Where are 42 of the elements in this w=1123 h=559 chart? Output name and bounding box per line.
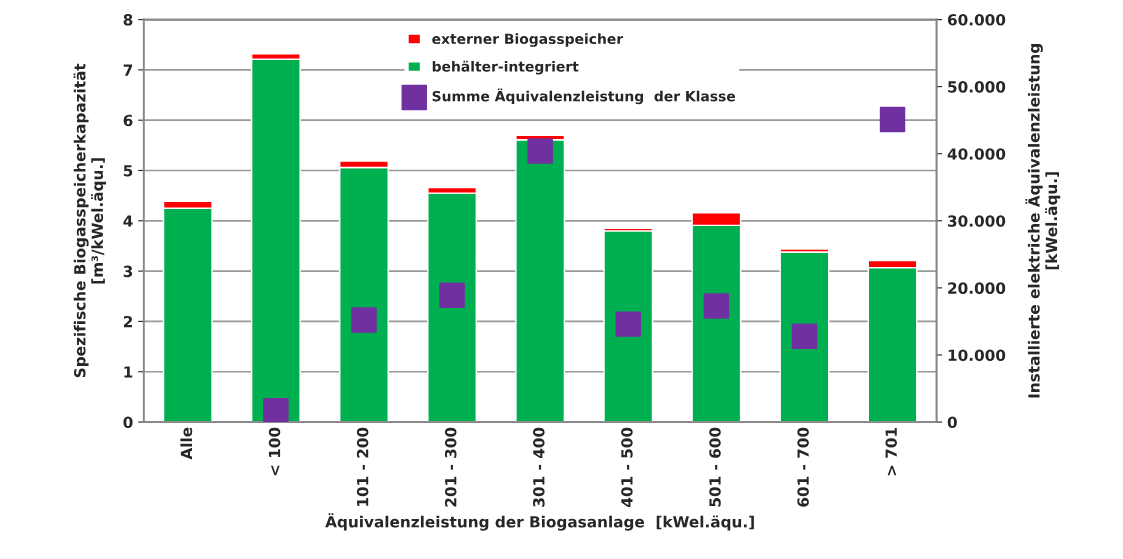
legend-label: externer Biogasspeicher bbox=[432, 33, 624, 47]
y2-tick-label: 40.000 bbox=[947, 148, 1006, 160]
bar bbox=[779, 251, 830, 423]
y-axis-title: Spezifische Biogasspeicherkapazität [m³/kWel.äqu.] bbox=[73, 63, 107, 378]
point bbox=[527, 138, 553, 164]
y2-tick-label: 30.000 bbox=[948, 215, 1006, 227]
x-tick-label: 401 - 500 bbox=[621, 427, 633, 507]
point bbox=[879, 106, 906, 133]
bar bbox=[603, 230, 654, 423]
legend-label: behälter-integriert bbox=[432, 60, 579, 75]
legend-label: Summe Äquivalenzleistung der Klasse bbox=[432, 88, 736, 105]
y2-tick-label: 10.000 bbox=[948, 349, 1006, 361]
x-tick-label: 501 - 600 bbox=[709, 427, 721, 507]
point bbox=[351, 307, 377, 333]
x-tick-label: 201 - 300 bbox=[444, 427, 457, 507]
y-tick-label: 3 bbox=[123, 265, 133, 278]
x-tick-label: > 701 bbox=[885, 427, 897, 476]
point bbox=[703, 293, 730, 319]
y-tick-label: 6 bbox=[123, 114, 133, 127]
bar bbox=[515, 139, 566, 423]
y2-tick-label: 60.000 bbox=[947, 14, 1006, 26]
x-tick-label: < 100 bbox=[268, 427, 281, 476]
y-tick-label: 1 bbox=[124, 366, 133, 378]
point bbox=[615, 311, 641, 337]
y-tick-label: 5 bbox=[123, 165, 133, 177]
point bbox=[439, 282, 465, 308]
y-tick-label: 2 bbox=[123, 315, 132, 328]
x-tick-label: 301 - 400 bbox=[533, 427, 545, 507]
y2-tick-label: 0 bbox=[947, 416, 957, 429]
x-tick-label: 101 - 200 bbox=[356, 427, 369, 506]
x-tick-label: 601 - 700 bbox=[797, 427, 809, 507]
point bbox=[263, 397, 289, 423]
y-tick-label: 0 bbox=[123, 416, 133, 429]
y2-tick-label: 50.000 bbox=[948, 81, 1006, 93]
y-tick-label: 7 bbox=[123, 64, 133, 76]
x-tick-label: Alle bbox=[180, 427, 193, 460]
x-axis-title: Äquivalenzleistung der Biogasanlage [kWel.äqu.] bbox=[325, 513, 754, 531]
y-tick-label: 8 bbox=[123, 14, 133, 26]
y2-tick-label: 20.000 bbox=[948, 282, 1006, 294]
y-tick-label: 4 bbox=[123, 215, 133, 227]
y2-axis-title: Installierte elektriche Äquivalenzleistung [kWel.äqu.] bbox=[1025, 44, 1061, 398]
point bbox=[791, 323, 818, 349]
